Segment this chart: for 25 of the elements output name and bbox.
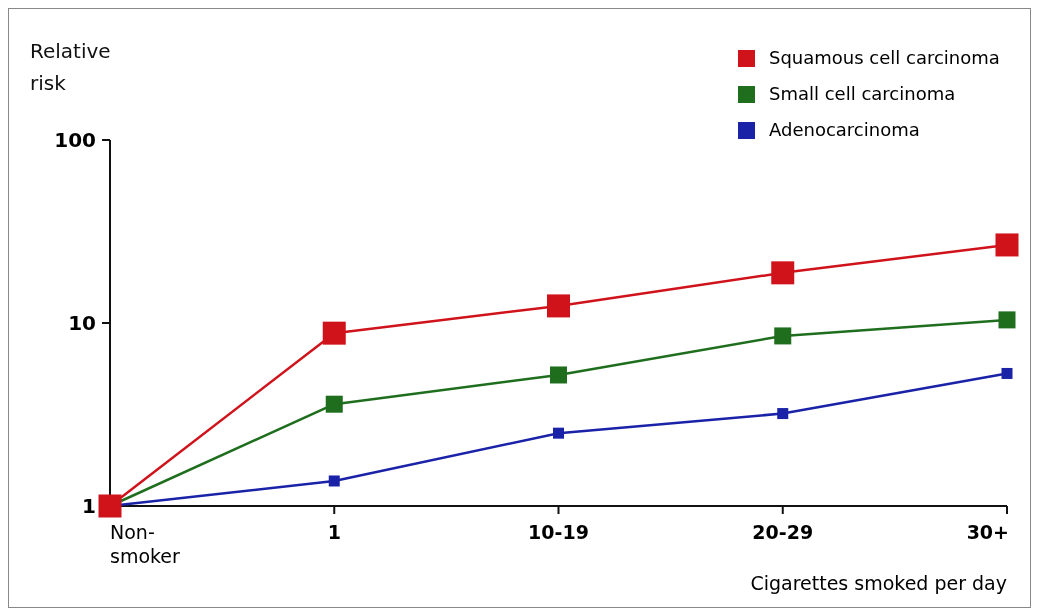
- x-tick-label: 30+: [966, 521, 1009, 543]
- x-tick-label: 20-29: [752, 521, 814, 543]
- point: [774, 327, 792, 345]
- point: [771, 261, 795, 285]
- x-tick-label: 1: [327, 521, 341, 543]
- point: [553, 427, 564, 439]
- point: [995, 233, 1019, 257]
- point: [1001, 367, 1013, 379]
- x-tick-label: Non-smoker: [110, 521, 181, 567]
- point: [550, 366, 567, 384]
- y-tick-label: 1: [82, 494, 96, 518]
- x-tick-label: 10-19: [528, 521, 589, 543]
- legend-label: Squamous cell carcinoma: [769, 47, 1000, 69]
- point: [328, 475, 340, 487]
- point: [547, 294, 570, 318]
- point: [322, 321, 346, 345]
- y-tick-label: 10: [68, 311, 96, 335]
- y-axis-title: Relative risk: [30, 39, 111, 95]
- y-tick-label: 100: [54, 128, 96, 152]
- point: [325, 395, 343, 413]
- legend-label: Small cell carcinoma: [769, 83, 956, 105]
- legend-label: Adenocarcinoma: [769, 119, 920, 141]
- x-axis-title: Cigarettes smoked per day: [750, 572, 1007, 594]
- point: [998, 311, 1016, 329]
- point: [777, 408, 789, 420]
